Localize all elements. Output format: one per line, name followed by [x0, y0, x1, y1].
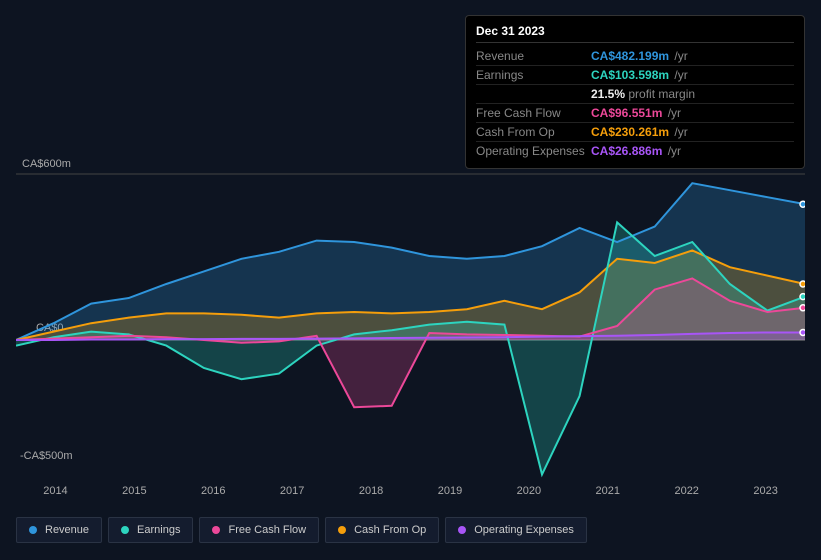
legend-item-free-cash-flow[interactable]: Free Cash Flow	[199, 517, 319, 543]
y-axis-max: CA$600m	[22, 158, 71, 170]
legend-label: Revenue	[45, 524, 89, 536]
x-tick-label: 2016	[174, 485, 253, 497]
tooltip-metric-value: CA$26.886m /yr	[591, 144, 681, 158]
tooltip-metric-label: Cash From Op	[476, 125, 591, 139]
x-tick-label: 2015	[95, 485, 174, 497]
tooltip-metric-label: Revenue	[476, 49, 591, 63]
legend-dot	[458, 526, 466, 534]
tooltip-metric-value: CA$482.199m /yr	[591, 49, 688, 63]
legend-item-cash-from-op[interactable]: Cash From Op	[325, 517, 439, 543]
x-tick-label: 2023	[726, 485, 805, 497]
legend-item-earnings[interactable]: Earnings	[108, 517, 193, 543]
tooltip-metric-label: Earnings	[476, 68, 591, 82]
tooltip-row: EarningsCA$103.598m /yr	[476, 66, 794, 85]
legend-label: Earnings	[137, 524, 180, 536]
tooltip-row: RevenueCA$482.199m /yr	[476, 47, 794, 66]
tooltip-metric-value: CA$96.551m /yr	[591, 106, 681, 120]
chart-svg	[16, 172, 805, 480]
x-tick-label: 2018	[332, 485, 411, 497]
legend-label: Cash From Op	[354, 524, 426, 536]
legend-label: Operating Expenses	[474, 524, 574, 536]
chart-container: Dec 31 2023 RevenueCA$482.199m /yrEarnin…	[0, 0, 821, 560]
legend-item-operating-expenses[interactable]: Operating Expenses	[445, 517, 587, 543]
legend-dot	[29, 526, 37, 534]
tooltip-row: Free Cash FlowCA$96.551m /yr	[476, 104, 794, 123]
x-tick-label: 2017	[253, 485, 332, 497]
x-tick-label: 2020	[489, 485, 568, 497]
x-tick-label: 2019	[411, 485, 490, 497]
tooltip-date: Dec 31 2023	[476, 24, 794, 43]
tooltip-metric-label: Free Cash Flow	[476, 106, 591, 120]
x-tick-label: 2014	[16, 485, 95, 497]
x-tick-label: 2021	[568, 485, 647, 497]
legend-dot	[338, 526, 346, 534]
legend-dot	[121, 526, 129, 534]
legend-item-revenue[interactable]: Revenue	[16, 517, 102, 543]
x-tick-label: 2022	[647, 485, 726, 497]
legend: Revenue Earnings Free Cash Flow Cash From O…	[16, 517, 587, 543]
tooltip-metric-value: CA$103.598m /yr	[591, 68, 688, 82]
data-tooltip: Dec 31 2023 RevenueCA$482.199m /yrEarnin…	[465, 15, 805, 169]
tooltip-sub-row: 21.5% profit margin	[476, 85, 794, 104]
tooltip-metric-label: Operating Expenses	[476, 144, 591, 158]
legend-dot	[212, 526, 220, 534]
tooltip-row: Cash From OpCA$230.261m /yr	[476, 123, 794, 142]
tooltip-row: Operating ExpensesCA$26.886m /yr	[476, 142, 794, 160]
chart-area: CA$600m CA$0 -CA$500m	[16, 160, 805, 480]
x-axis-labels: 2014201520162017201820192020202120222023	[16, 485, 805, 497]
tooltip-metric-value: CA$230.261m /yr	[591, 125, 688, 139]
legend-label: Free Cash Flow	[228, 524, 306, 536]
